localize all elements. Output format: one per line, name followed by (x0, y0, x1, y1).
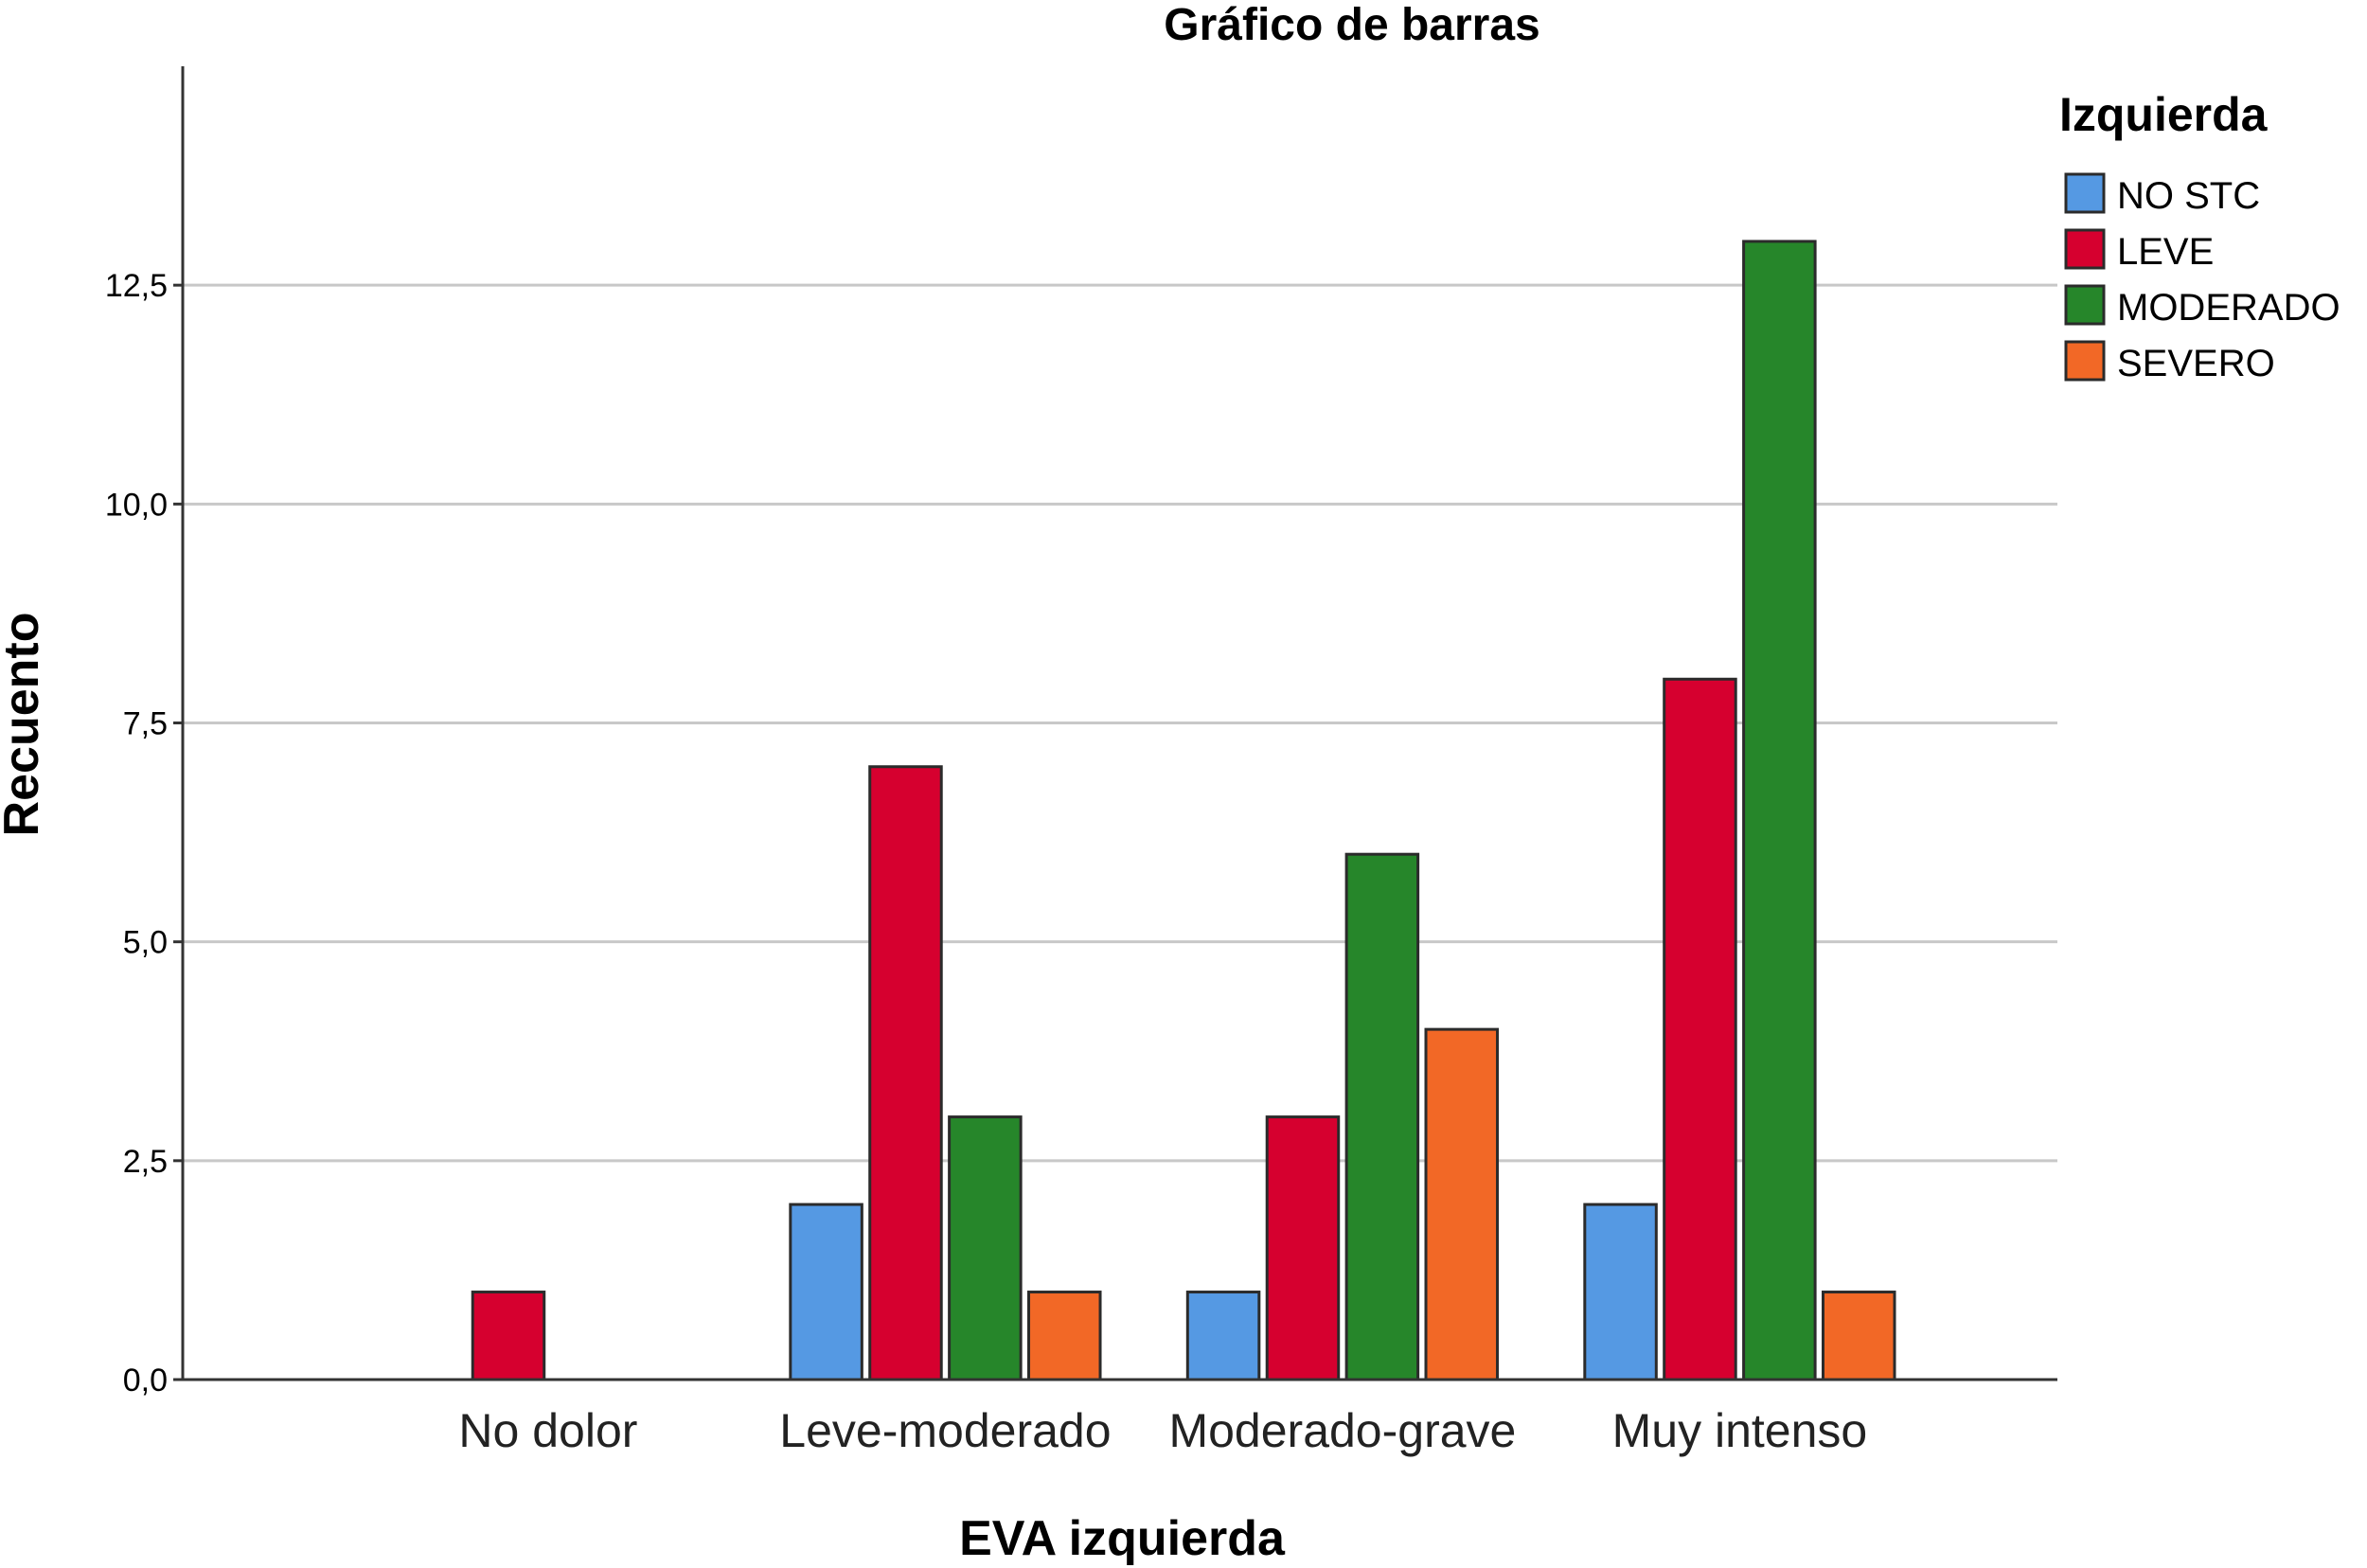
legend-label: NO STC (2117, 175, 2260, 217)
y-tick-label: 0,0 (123, 1363, 168, 1399)
bar-leve (868, 765, 943, 1381)
legend-swatch (2064, 228, 2106, 270)
x-category-label: Moderado-grave (1168, 1404, 1516, 1457)
legend-swatch (2064, 284, 2106, 326)
x-category-labels: No dolor Leve-moderado Moderado-grave Muy i… (458, 1404, 1867, 1457)
bar-severo (1822, 1291, 1896, 1381)
legend: Izquierda NO STC LEVE MODERADO SEVERO (2059, 88, 2340, 384)
bar-no-stc (1583, 1203, 1658, 1381)
bar-moderado (948, 1115, 1023, 1381)
bar-leve (1265, 1115, 1341, 1381)
x-axis-title: EVA izquierda (959, 1511, 1286, 1566)
y-tick-label: 2,5 (123, 1144, 168, 1180)
y-tick-label: 12,5 (105, 268, 168, 304)
bar-no-stc (789, 1203, 863, 1381)
legend-label: SEVERO (2117, 343, 2275, 384)
bar-moderado (1742, 240, 1817, 1381)
bar-severo (1424, 1027, 1500, 1381)
legend-label: LEVE (2117, 231, 2214, 273)
x-category-label: Muy intenso (1612, 1404, 1868, 1457)
y-axis-title: Recuento (0, 613, 49, 837)
bar-leve (471, 1291, 546, 1381)
axes (173, 66, 2057, 1381)
y-tick-labels: 0,0 2,5 5,0 7,5 10,0 12,5 (105, 268, 168, 1399)
legend-swatch (2064, 172, 2106, 214)
bars (471, 240, 1896, 1381)
y-tick-label: 10,0 (105, 487, 168, 523)
y-tick-label: 7,5 (123, 706, 168, 742)
x-category-label: Leve-moderado (779, 1404, 1111, 1457)
y-tick-label: 5,0 (123, 925, 168, 961)
bar-moderado (1344, 852, 1420, 1381)
legend-label: MODERADO (2117, 287, 2340, 329)
chart-title: Gráfico de barras (1164, 0, 1540, 50)
legend-title: Izquierda (2059, 88, 2269, 141)
bar-severo (1027, 1291, 1102, 1381)
legend-swatch (2064, 340, 2106, 382)
bar-leve (1663, 677, 1737, 1381)
bar-no-stc (1185, 1291, 1261, 1381)
x-category-label: No dolor (458, 1404, 637, 1457)
